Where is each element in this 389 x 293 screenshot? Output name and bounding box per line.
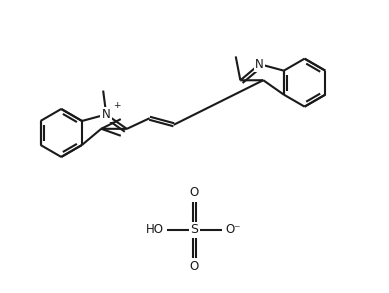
Text: HO: HO [145, 223, 164, 236]
Text: N: N [255, 58, 264, 71]
Text: O: O [190, 186, 199, 199]
Text: S: S [191, 223, 198, 236]
Text: N: N [102, 108, 110, 121]
Text: +: + [113, 101, 121, 110]
Text: O: O [190, 260, 199, 273]
Text: O⁻: O⁻ [225, 223, 241, 236]
